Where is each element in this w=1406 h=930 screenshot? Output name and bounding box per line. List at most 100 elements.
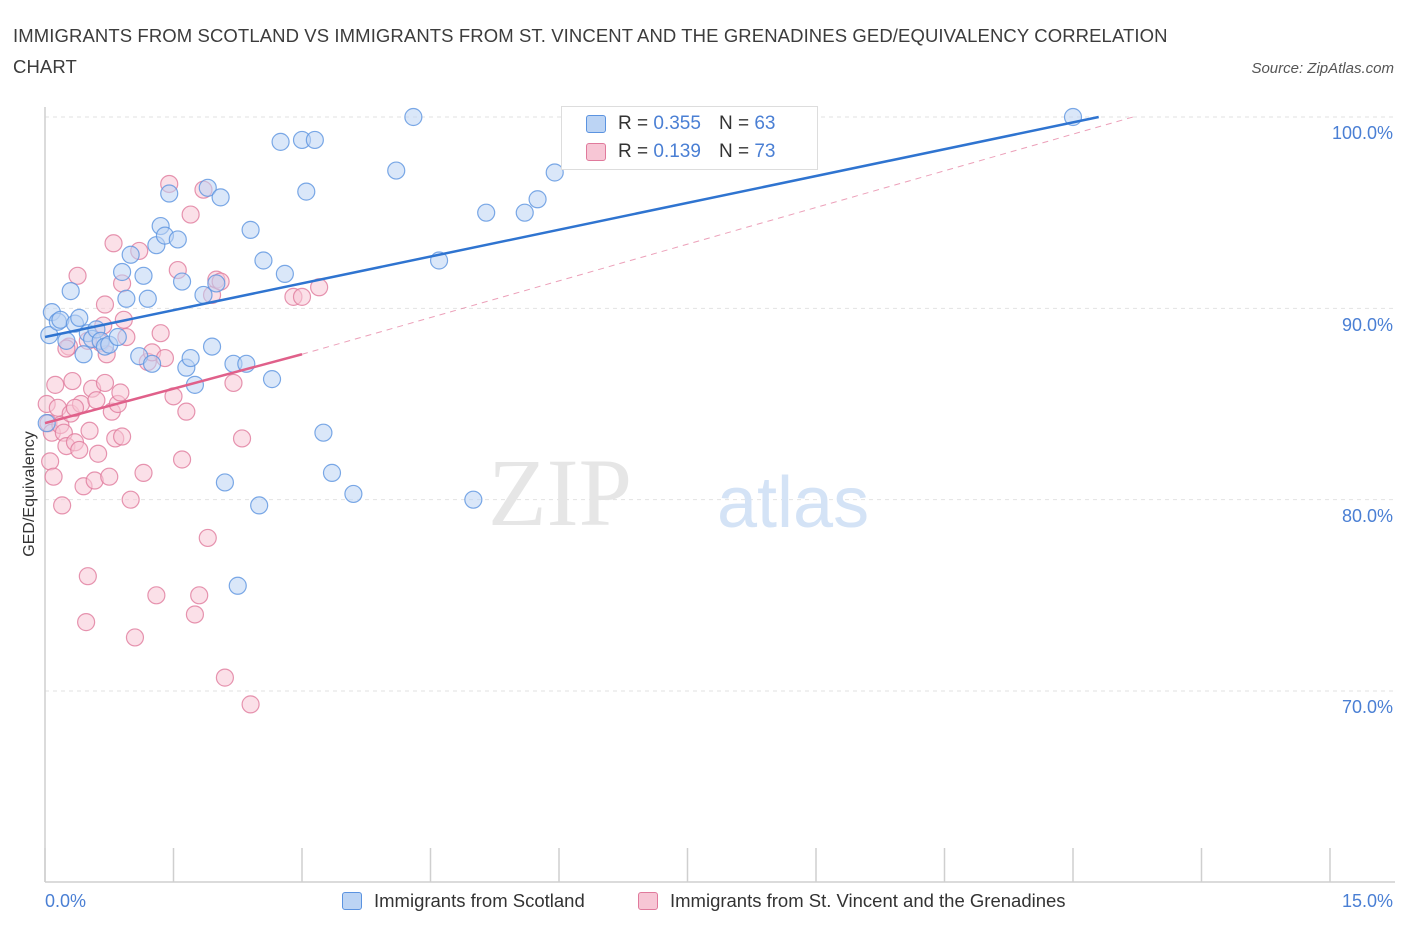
- legend-n-value: 73: [754, 141, 776, 162]
- data-point-stvincent: [190, 586, 209, 605]
- legend-r-label: R =: [618, 141, 649, 162]
- legend-swatch-pink: [586, 143, 606, 161]
- data-point-scotland: [160, 184, 179, 203]
- data-point-stvincent: [41, 452, 60, 471]
- legend-n-value: 63: [754, 113, 776, 134]
- data-point-stvincent: [95, 373, 115, 393]
- data-point-stvincent: [87, 391, 106, 410]
- bottom-legend-scotland[interactable]: Immigrants from Scotland: [342, 890, 585, 912]
- y-tick-label-70: 70.0%: [1341, 697, 1393, 717]
- data-point-scotland: [271, 132, 290, 151]
- data-point-scotland: [254, 251, 273, 270]
- data-point-scotland: [168, 230, 187, 249]
- data-point-stvincent: [147, 586, 166, 605]
- legend-n-label: N =: [718, 113, 750, 134]
- bottom-legend-swatch-pink: [638, 892, 658, 910]
- data-point-scotland: [112, 262, 132, 282]
- data-point-scotland: [228, 576, 247, 595]
- x-tick-label-max: 15.0%: [1341, 891, 1393, 911]
- x-tick-label-min: 0.0%: [45, 891, 87, 911]
- data-point-stvincent: [100, 467, 119, 486]
- data-point-scotland: [70, 308, 89, 327]
- data-point-stvincent: [198, 528, 217, 548]
- data-point-scotland: [314, 423, 333, 442]
- trend-lines: [44, 115, 1134, 425]
- data-point-stvincent: [80, 421, 99, 440]
- legend-r-value: 0.139: [653, 141, 701, 162]
- data-point-stvincent: [292, 287, 312, 306]
- data-point-stvincent: [177, 402, 196, 421]
- grid-lines: [45, 116, 1395, 692]
- trend-line-stvincent: [44, 353, 303, 425]
- data-point-scotland: [464, 490, 483, 509]
- data-point-scotland: [117, 289, 136, 308]
- watermark-zip: ZIP: [488, 439, 632, 546]
- data-point-stvincent: [68, 266, 87, 285]
- data-point-stvincent: [53, 496, 72, 515]
- data-point-scotland: [515, 203, 534, 222]
- data-point-stvincent: [181, 205, 200, 224]
- data-point-stvincent: [112, 427, 132, 446]
- data-point-scotland: [545, 163, 564, 182]
- data-point-stvincent: [224, 373, 243, 393]
- bottom-legend-stvincent[interactable]: Immigrants from St. Vincent and the Gren…: [638, 890, 1066, 912]
- legend-row-stvincent: R = 0.139 N = 73: [586, 140, 775, 164]
- data-point-stvincent: [44, 467, 63, 486]
- bottom-legend-label: Immigrants from St. Vincent and the Gren…: [670, 890, 1066, 911]
- data-point-stvincent: [121, 490, 140, 509]
- trend-line-stvincent-extrapolated: [301, 116, 1134, 355]
- data-point-scotland: [297, 182, 316, 201]
- chart-title: IMMIGRANTS FROM SCOTLAND VS IMMIGRANTS F…: [13, 25, 1168, 77]
- data-point-scotland: [198, 178, 217, 197]
- data-point-scotland: [250, 496, 269, 515]
- data-point-stvincent: [46, 375, 65, 394]
- data-point-stvincent: [104, 234, 123, 253]
- legend-swatch-blue: [586, 115, 606, 133]
- legend-n-label: N =: [718, 141, 750, 162]
- watermark-atlas: atlas: [717, 463, 869, 543]
- data-point-scotland: [121, 245, 140, 264]
- data-point-scotland: [108, 327, 127, 347]
- data-point-scotland: [61, 282, 80, 301]
- data-point-scotland: [275, 264, 294, 283]
- data-point-stvincent: [95, 295, 115, 314]
- bottom-legend-label: Immigrants from Scotland: [374, 890, 585, 911]
- data-point-scotland: [322, 463, 342, 482]
- data-point-stvincent: [241, 695, 260, 714]
- data-point-stvincent: [185, 605, 205, 624]
- bottom-legend-swatch-blue: [342, 892, 362, 910]
- data-point-stvincent: [172, 450, 192, 469]
- data-point-scotland: [207, 274, 226, 293]
- data-point-scotland: [344, 484, 363, 504]
- data-point-stvincent: [70, 440, 89, 460]
- data-point-stvincent: [78, 567, 97, 586]
- data-point-scotland: [387, 161, 406, 180]
- legend-r-label: R =: [618, 113, 649, 134]
- data-point-scotland: [172, 272, 192, 291]
- data-point-stvincent: [134, 463, 153, 482]
- data-point-scotland: [528, 190, 547, 209]
- data-point-stvincent: [63, 371, 82, 391]
- data-point-stvincent: [125, 628, 145, 647]
- data-point-stvincent: [89, 444, 108, 463]
- legend-r-value: 0.355: [653, 113, 701, 134]
- data-point-scotland: [241, 220, 260, 239]
- series-pink-points: [37, 174, 329, 714]
- data-point-scotland: [305, 130, 324, 150]
- data-point-stvincent: [215, 668, 234, 687]
- data-point-scotland: [202, 337, 222, 356]
- data-point-scotland: [404, 107, 423, 127]
- data-point-stvincent: [151, 324, 170, 343]
- legend-box: R = 0.355 N = 63 R = 0.139 N = 73: [561, 106, 818, 170]
- data-point-stvincent: [232, 429, 252, 448]
- data-point-scotland: [138, 289, 157, 308]
- data-point-stvincent: [111, 383, 130, 402]
- data-point-scotland: [134, 266, 153, 285]
- trend-line-scotland: [44, 115, 1099, 339]
- data-point-scotland: [215, 473, 234, 492]
- y-tick-label-100: 100.0%: [1331, 123, 1393, 143]
- y-tick-label-80: 80.0%: [1341, 506, 1393, 526]
- axes: [44, 107, 1395, 883]
- data-point-scotland: [262, 370, 282, 389]
